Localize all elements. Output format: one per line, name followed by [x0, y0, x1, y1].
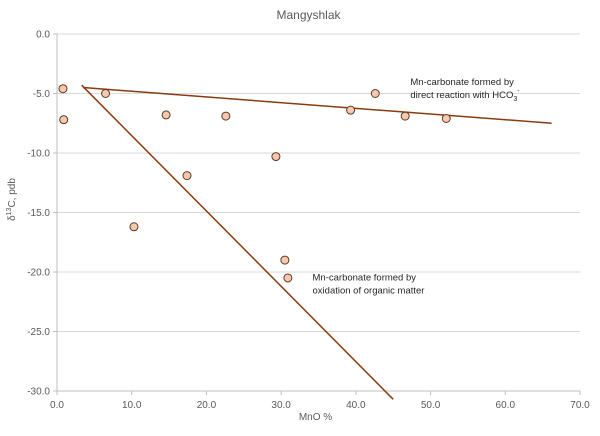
- data-point: [441, 113, 451, 123]
- x-tick-label: 0.0: [50, 400, 64, 411]
- x-tick-label: 70.0: [570, 400, 590, 411]
- data-point: [221, 111, 231, 121]
- data-point: [271, 152, 281, 162]
- data-point: [400, 111, 410, 121]
- trend-line: [81, 84, 394, 400]
- x-tick-label: 30.0: [271, 400, 291, 411]
- annotation-text: oxidation of organic matter: [313, 285, 425, 296]
- trend-line: [83, 86, 552, 124]
- x-axis-title: MnO %: [299, 412, 332, 423]
- annotation-text: direct reaction with HCO3-: [410, 88, 520, 103]
- annotation-text: Mn-carbonate formed by: [410, 77, 514, 88]
- data-point: [283, 273, 293, 283]
- y-axis-title-symbol: δ: [7, 215, 18, 221]
- data-point: [59, 115, 69, 125]
- annotation-text: Mn-carbonate formed by: [313, 272, 417, 283]
- y-tick-label: -15.0: [27, 208, 50, 219]
- tick-labels: 0.0 10.0 20.0 30.0 40.0 50.0 60.0 70.0 0.0 -5.0 -1…: [27, 30, 590, 412]
- y-axis-title: δ13C, pdb: [6, 178, 18, 221]
- x-tick-label: 50.0: [421, 400, 441, 411]
- data-point: [182, 171, 192, 181]
- data-point: [161, 110, 171, 120]
- trend-lines: [81, 84, 552, 400]
- x-tick-label: 60.0: [496, 400, 516, 411]
- gridlines: [57, 33, 580, 332]
- y-tick-label: -30.0: [27, 387, 50, 398]
- y-axis-title-superscript: 13: [6, 207, 13, 215]
- y-tick-label: -5.0: [33, 89, 51, 100]
- data-point: [370, 89, 380, 98]
- data-point: [346, 105, 356, 115]
- x-tick-label: 10.0: [122, 400, 142, 411]
- x-tick-label: 40.0: [346, 400, 366, 411]
- chart-title: Mangyshlak: [276, 8, 341, 22]
- axes: [53, 33, 581, 395]
- y-tick-label: 0.0: [36, 30, 50, 41]
- data-point: [58, 84, 68, 94]
- y-tick-label: -10.0: [27, 149, 50, 160]
- data-point: [129, 222, 139, 232]
- x-tick-label: 20.0: [197, 400, 217, 411]
- data-point: [101, 89, 111, 98]
- y-tick-label: -20.0: [27, 268, 50, 279]
- annotation-superscript: -: [517, 88, 520, 95]
- y-axis-title-rest: C, pdb: [7, 178, 18, 208]
- annotation-subscript: 3: [513, 96, 517, 103]
- data-point: [280, 255, 290, 265]
- y-tick-label: -25.0: [27, 327, 50, 338]
- data-points: [58, 84, 451, 283]
